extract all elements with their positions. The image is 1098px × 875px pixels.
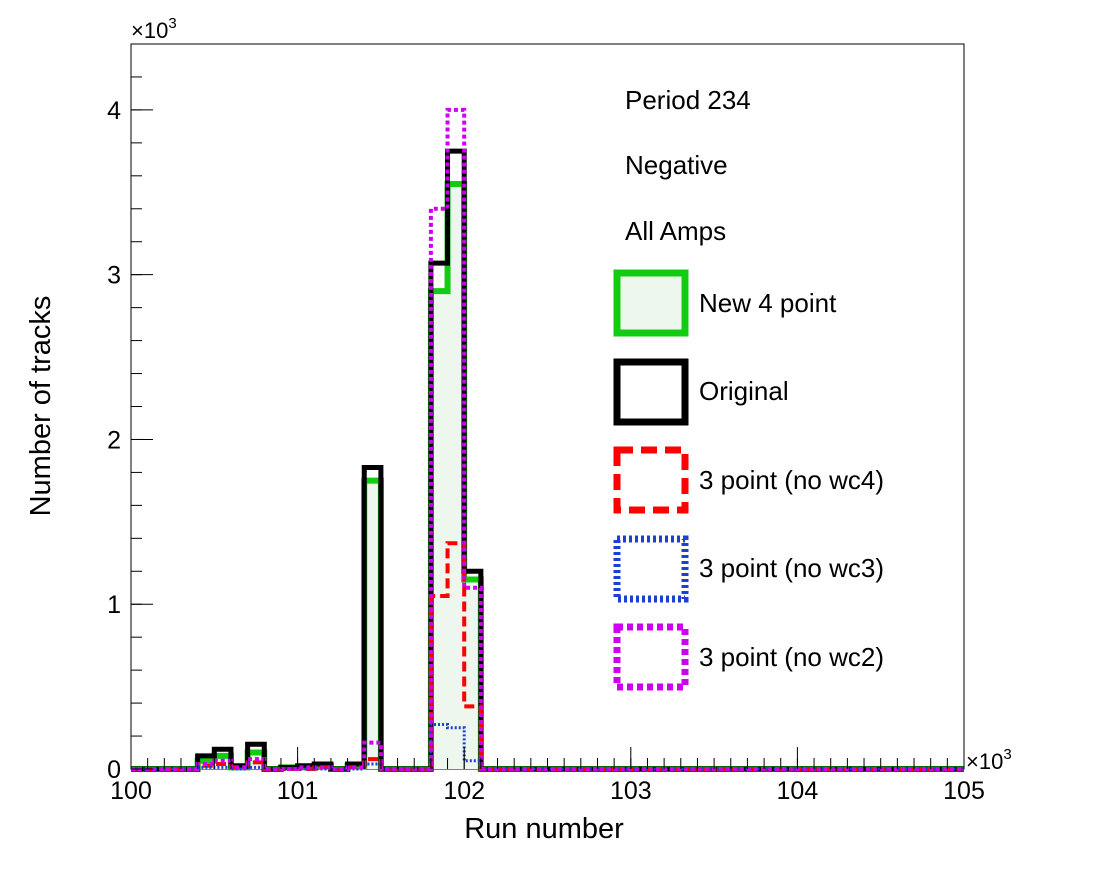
series-line-3-point-no-wc4 — [131, 541, 964, 771]
x-tick-label: 101 — [277, 777, 319, 805]
legend-label-no-wc2: 3 point (no wc2) — [699, 642, 884, 672]
legend-label-new-4-point: New 4 point — [699, 288, 837, 318]
legend-label-original: Original — [699, 376, 789, 406]
annotation-charge: Negative — [625, 150, 728, 180]
legend-swatch-new-4-point — [613, 269, 689, 337]
legend-swatch-original — [613, 358, 689, 426]
legend-label-no-wc3: 3 point (no wc3) — [699, 553, 884, 583]
y-axis-multiplier: ×103 — [131, 15, 177, 43]
y-tick-label: 3 — [107, 262, 121, 290]
x-tick-label: 105 — [943, 777, 985, 805]
y-tick-label: 1 — [107, 591, 121, 619]
annotation-amps: All Amps — [625, 216, 726, 246]
x-tick-label: 104 — [777, 777, 819, 805]
y-axis-label: Number of tracks — [25, 296, 57, 517]
y-tick-label: 0 — [107, 756, 121, 784]
x-tick-label: 102 — [443, 777, 485, 805]
x-axis-multiplier: ×103 — [966, 746, 1012, 774]
legend-label-no-wc4: 3 point (no wc4) — [699, 465, 884, 495]
legend-swatch-no-wc2 — [613, 623, 689, 691]
series-fill-new-4-point — [180, 184, 481, 769]
series-line-original — [131, 148, 964, 772]
x-tick-label: 103 — [610, 777, 652, 805]
x-axis-label: Run number — [464, 813, 624, 845]
x-tick-label: 100 — [110, 777, 152, 805]
y-tick-label: 4 — [107, 97, 121, 125]
legend-swatch-no-wc4 — [613, 446, 689, 514]
y-axis-ticks: 0 1 2 3 4 — [107, 43, 153, 784]
y-tick-label: 2 — [107, 426, 121, 454]
x-axis-ticks: 100 101 102 103 104 105 — [110, 747, 985, 805]
legend: New 4 point Original 3 point (no wc4) 3 … — [613, 269, 884, 691]
annotation-period: Period 234 — [625, 85, 751, 115]
legend-swatch-no-wc3 — [613, 535, 689, 603]
